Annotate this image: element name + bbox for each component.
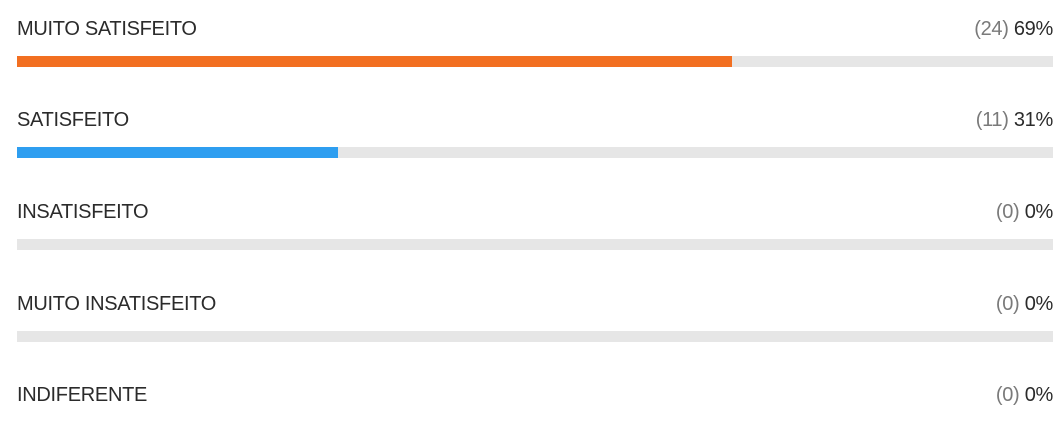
option-result: (0) 0% <box>996 382 1053 408</box>
poll-option-row: SATISFEITO (11) 31% <box>17 91 1053 161</box>
poll-results: MUITO SATISFEITO (24) 69% SATISFEITO (11) 3… <box>17 0 1053 411</box>
poll-option-row: INDIFERENTE (0) 0% <box>17 366 1053 436</box>
vote-percent: 0% <box>1024 201 1054 223</box>
vote-count: (11) <box>975 109 1009 131</box>
vote-count: (0) <box>995 201 1020 223</box>
progress-bar <box>17 147 338 158</box>
vote-percent: 0% <box>1024 384 1054 406</box>
poll-option-row: MUITO SATISFEITO (24) 69% <box>17 0 1053 70</box>
progress-track <box>17 239 1053 250</box>
poll-option-row: MUITO INSATISFEITO (0) 0% <box>17 275 1053 345</box>
option-result: (0) 0% <box>996 291 1053 317</box>
option-label: MUITO INSATISFEITO <box>17 293 217 315</box>
vote-percent: 31% <box>1013 109 1053 131</box>
progress-track <box>17 331 1053 342</box>
option-label: INSATISFEITO <box>17 201 149 223</box>
progress-bar <box>17 56 732 67</box>
vote-count: (24) <box>974 18 1009 40</box>
option-label: INDIFERENTE <box>17 384 148 406</box>
vote-count: (0) <box>995 293 1020 315</box>
poll-option-row: INSATISFEITO (0) 0% <box>17 183 1053 253</box>
option-result: (0) 0% <box>996 199 1053 225</box>
vote-percent: 0% <box>1024 293 1054 315</box>
vote-count: (0) <box>995 384 1020 406</box>
vote-percent: 69% <box>1013 18 1053 40</box>
option-label: MUITO SATISFEITO <box>17 18 197 40</box>
progress-track <box>17 147 1053 158</box>
option-label: SATISFEITO <box>17 109 129 131</box>
option-result: (24) 69% <box>974 16 1053 42</box>
option-result: (11) 31% <box>975 107 1054 133</box>
progress-track <box>17 56 1053 67</box>
